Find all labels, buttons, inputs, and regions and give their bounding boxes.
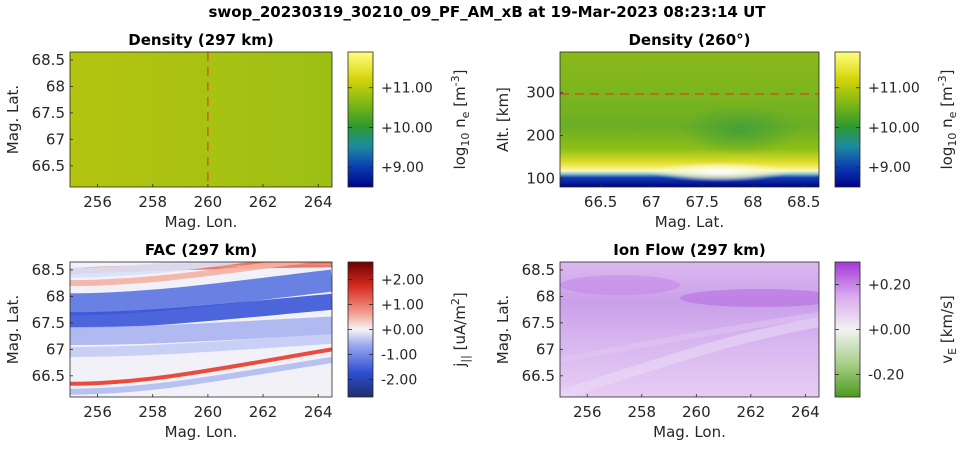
colorbar-label: j|| [uA/m2] — [449, 292, 472, 368]
y-tick-label: 100 — [526, 169, 555, 187]
colorbar-tick-label: +11.00 — [868, 81, 920, 97]
y-tick-label: 200 — [526, 127, 555, 145]
y-tick-label: 67.5 — [32, 314, 65, 332]
x-tick-label: 260 — [194, 403, 223, 421]
fac-stripe — [70, 347, 332, 386]
panel-title: Density (260°) — [628, 31, 750, 49]
x-tick-label: 256 — [83, 403, 112, 421]
x-tick-label: 262 — [737, 403, 766, 421]
fac-stripe — [70, 262, 315, 287]
fac-stripe — [70, 293, 332, 329]
axes-frame — [69, 261, 333, 398]
y-tick-label: 68.5 — [32, 261, 65, 279]
y-tick-label: 67 — [46, 130, 65, 148]
colorbar-tick-label: +0.20 — [868, 278, 911, 294]
x-tick-label: 262 — [249, 193, 278, 211]
panel-title: Ion Flow (297 km) — [613, 241, 765, 259]
colorbar-tick-label: -1.00 — [381, 348, 417, 364]
panel-density-horizontal: Density (297 km) 256 258 260 262 264 66.5 67 67.… — [4, 31, 472, 231]
colorbar-label: log10 ne [m-3] — [449, 70, 472, 170]
x-tick-label: 264 — [304, 193, 333, 211]
axes-frame — [559, 261, 820, 398]
density-mid-altitude-depletion — [680, 105, 800, 155]
colorbar-tick-label: +2.00 — [381, 273, 424, 289]
panel-title: Density (297 km) — [128, 31, 273, 49]
panel-title: FAC (297 km) — [145, 241, 257, 259]
density-peak-region — [650, 162, 790, 182]
colorbar — [834, 261, 861, 398]
fac-stripe — [70, 333, 332, 357]
panel-ion-flow: Ion Flow (297 km) 256 258 260 262 264 66.5 67 67… — [494, 241, 959, 441]
x-axis-label: Mag. Lat. — [655, 213, 724, 231]
y-tick-label: 66.5 — [522, 367, 555, 385]
y-tick-label: 67.5 — [32, 104, 65, 122]
x-axis-label: Mag. Lon. — [165, 423, 238, 441]
y-tick-label: 66.5 — [32, 367, 65, 385]
colorbar-tick-label: +9.00 — [381, 160, 424, 176]
colorbar — [347, 261, 374, 398]
fac-stripe — [70, 356, 332, 395]
fac-stripe — [70, 262, 251, 278]
colorbar-tick-label: +9.00 — [868, 160, 911, 176]
density-horizontal-field — [70, 52, 332, 187]
y-tick-label: 68.5 — [522, 261, 555, 279]
axes-frame — [69, 51, 333, 188]
colorbar — [347, 51, 374, 188]
x-tick-label: 262 — [249, 403, 278, 421]
ion-flow-enhancement — [680, 289, 819, 307]
x-tick-label: 256 — [573, 403, 602, 421]
y-tick-label: 67 — [536, 340, 555, 358]
y-tick-label: 67 — [46, 340, 65, 358]
axes-frame — [559, 51, 820, 188]
y-tick-label: 67.5 — [522, 314, 555, 332]
colorbar-label: vE [km/s] — [938, 295, 959, 363]
y-tick-label: 68.5 — [32, 51, 65, 69]
x-tick-label: 67 — [642, 193, 661, 211]
y-tick-label: 68 — [536, 287, 555, 305]
x-tick-label: 67.5 — [685, 193, 718, 211]
ion-flow-streak — [560, 317, 819, 397]
ion-flow-streak — [560, 312, 819, 363]
y-tick-label: 68 — [46, 77, 65, 95]
y-tick-label: 66.5 — [32, 157, 65, 175]
fac-stripe — [70, 269, 332, 316]
colorbar-tick-label: -2.00 — [381, 373, 417, 389]
x-tick-label: 260 — [682, 403, 711, 421]
colorbar — [834, 51, 861, 188]
panel-fac: FAC (297 km) 256 258 260 262 264 66.5 67 67.5 68 6… — [4, 241, 472, 441]
y-axis-label: Mag. Lat. — [4, 295, 22, 364]
ion-flow-enhancement — [560, 275, 680, 295]
x-tick-label: 264 — [304, 403, 333, 421]
colorbar-tick-label: +1.00 — [381, 298, 424, 314]
x-tick-label: 264 — [791, 403, 820, 421]
x-axis-label: Mag. Lon. — [165, 213, 238, 231]
x-tick-label: 68 — [743, 193, 762, 211]
x-tick-label: 66.5 — [584, 193, 617, 211]
panel-density-vertical: Density (260°) 66.5 67 67.5 68 68.5 100 200 300 M… — [494, 31, 959, 231]
colorbar-tick-label: +11.00 — [381, 81, 433, 97]
y-tick-label: 300 — [526, 84, 555, 102]
figure-title: swop_20230319_30210_09_PF_AM_xB at 19-Ma… — [209, 3, 767, 21]
colorbar-tick-label: -0.20 — [868, 368, 904, 384]
x-tick-label: 258 — [138, 193, 167, 211]
y-axis-label: Mag. Lat. — [4, 85, 22, 154]
y-axis-label: Mag. Lat. — [494, 295, 512, 364]
x-tick-label: 68.5 — [787, 193, 820, 211]
colorbar-label: log10 ne [m-3] — [936, 70, 959, 170]
x-tick-label: 256 — [83, 193, 112, 211]
colorbar-tick-label: +0.00 — [868, 323, 911, 339]
colorbar-tick-label: +10.00 — [868, 120, 920, 136]
x-tick-label: 260 — [194, 193, 223, 211]
colorbar-tick-label: +0.00 — [381, 323, 424, 339]
y-tick-label: 68 — [46, 287, 65, 305]
y-axis-label: Alt. [km] — [494, 87, 512, 152]
x-tick-label: 258 — [138, 403, 167, 421]
colorbar-tick-label: +10.00 — [381, 120, 433, 136]
x-tick-label: 258 — [627, 403, 656, 421]
x-axis-label: Mag. Lon. — [653, 423, 726, 441]
fac-stripe — [70, 316, 332, 346]
